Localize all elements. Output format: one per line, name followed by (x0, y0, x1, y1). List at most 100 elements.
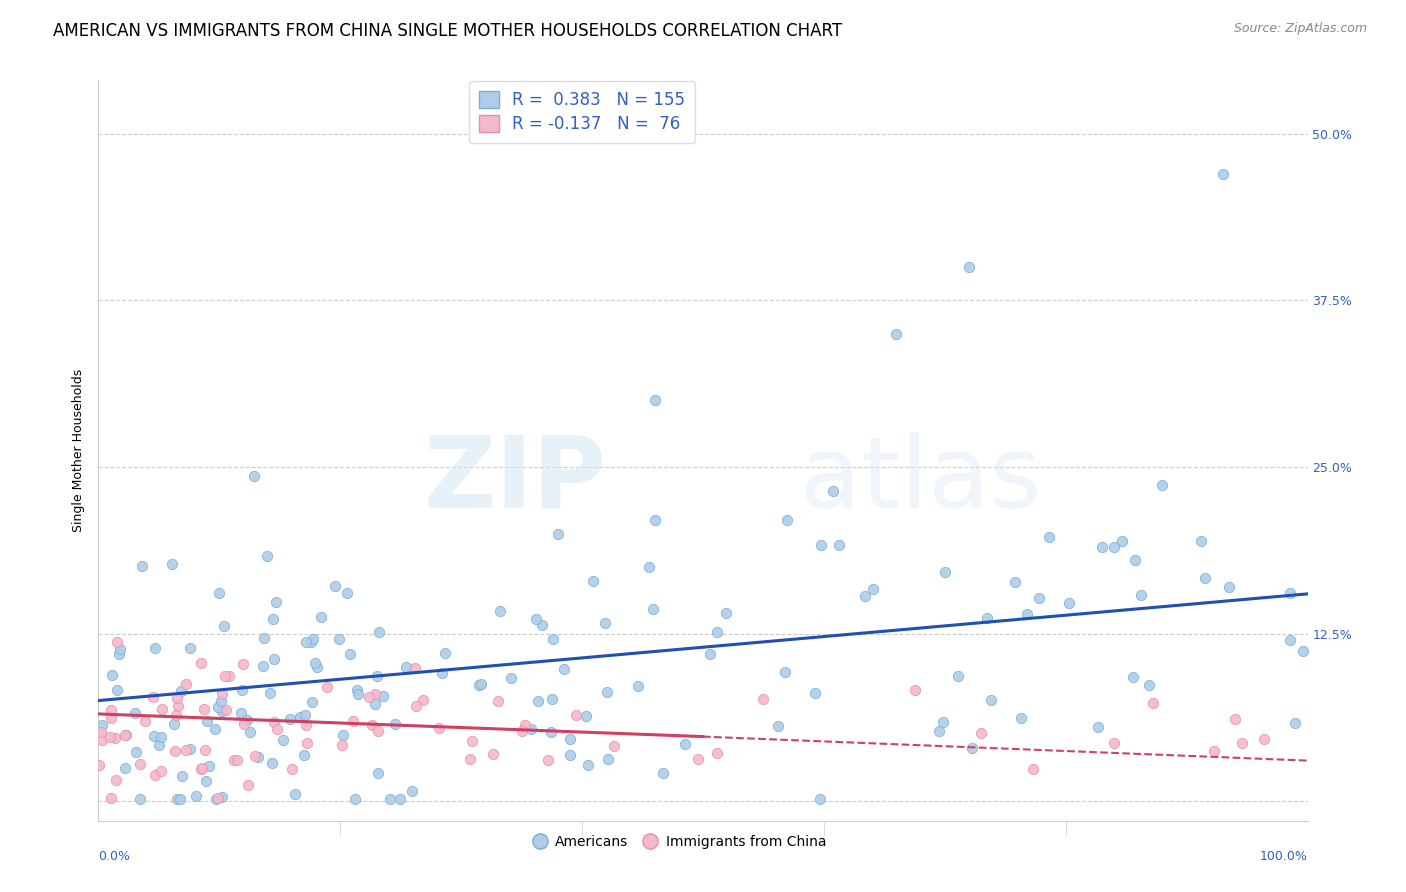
Point (627, 679, 650, 693)
Point (776, 513, 799, 527)
Point (194, 773, 217, 788)
Text: 100.0%: 100.0% (1260, 850, 1308, 863)
Point (401, 784, 423, 798)
Point (150, 702, 173, 716)
Point (1150, 478, 1173, 492)
Point (461, 734, 484, 748)
Point (207, 700, 229, 714)
Point (110, 642, 132, 657)
Point (226, 753, 249, 767)
Point (301, 695, 323, 709)
Point (233, 717, 256, 731)
Point (336, 585, 359, 599)
Point (706, 746, 728, 760)
Point (1230, 736, 1253, 750)
Point (204, 722, 226, 736)
Point (1091, 540, 1114, 554)
Point (294, 635, 316, 649)
Point (278, 712, 301, 726)
Point (307, 659, 329, 673)
Point (928, 723, 950, 738)
Point (169, 792, 191, 806)
Point (193, 702, 215, 716)
Point (259, 686, 281, 700)
Point (932, 714, 955, 729)
Point (1253, 731, 1275, 746)
Point (430, 665, 453, 680)
Point (404, 661, 426, 675)
Point (853, 589, 876, 603)
Point (488, 604, 510, 618)
Point (766, 719, 789, 733)
Point (167, 699, 190, 714)
Point (191, 761, 214, 775)
Point (1291, 644, 1313, 658)
Point (575, 709, 598, 723)
Point (531, 617, 554, 632)
Point (90, 725, 112, 739)
Point (980, 692, 1002, 706)
Point (163, 744, 186, 758)
Point (378, 792, 401, 806)
Point (1122, 670, 1144, 684)
Point (1284, 716, 1306, 731)
Legend: Americans, Immigrants from China: Americans, Immigrants from China (526, 830, 832, 855)
Point (367, 723, 389, 738)
Text: 0.0%: 0.0% (98, 850, 131, 863)
Point (194, 743, 217, 757)
Point (482, 747, 505, 761)
Point (166, 792, 188, 806)
Point (264, 595, 287, 609)
Point (394, 660, 416, 674)
Point (1189, 534, 1212, 549)
Point (104, 773, 127, 788)
Point (1104, 736, 1126, 750)
Point (644, 393, 666, 408)
Point (91, 718, 114, 732)
Point (246, 749, 269, 764)
Point (100, 703, 122, 717)
Point (235, 713, 257, 727)
Point (332, 728, 354, 742)
Point (262, 612, 284, 626)
Point (211, 790, 233, 805)
Point (186, 789, 208, 803)
Point (263, 714, 285, 729)
Point (104, 731, 127, 746)
Point (115, 728, 138, 742)
Point (211, 688, 233, 702)
Point (125, 745, 148, 759)
Point (637, 559, 659, 574)
Point (323, 578, 346, 592)
Point (823, 484, 845, 499)
Point (371, 690, 394, 704)
Point (143, 640, 166, 655)
Point (160, 557, 183, 571)
Point (558, 748, 581, 763)
Point (1087, 720, 1109, 734)
Point (1278, 632, 1301, 647)
Point (1123, 553, 1146, 567)
Point (295, 718, 318, 732)
Point (212, 619, 235, 633)
Point (214, 669, 236, 683)
Point (751, 692, 773, 706)
Point (524, 612, 547, 626)
Point (558, 732, 581, 747)
Point (304, 656, 326, 670)
Text: atlas: atlas (800, 432, 1042, 529)
Point (101, 668, 124, 682)
Point (198, 759, 221, 773)
Point (903, 682, 925, 697)
Text: ZIP: ZIP (423, 432, 606, 529)
Point (368, 625, 391, 640)
Point (716, 607, 738, 621)
Point (339, 648, 361, 662)
Point (239, 725, 262, 739)
Point (886, 326, 908, 341)
Point (1202, 744, 1225, 758)
Point (100, 711, 122, 725)
Point (231, 682, 253, 697)
Point (299, 635, 322, 649)
Point (357, 690, 380, 704)
